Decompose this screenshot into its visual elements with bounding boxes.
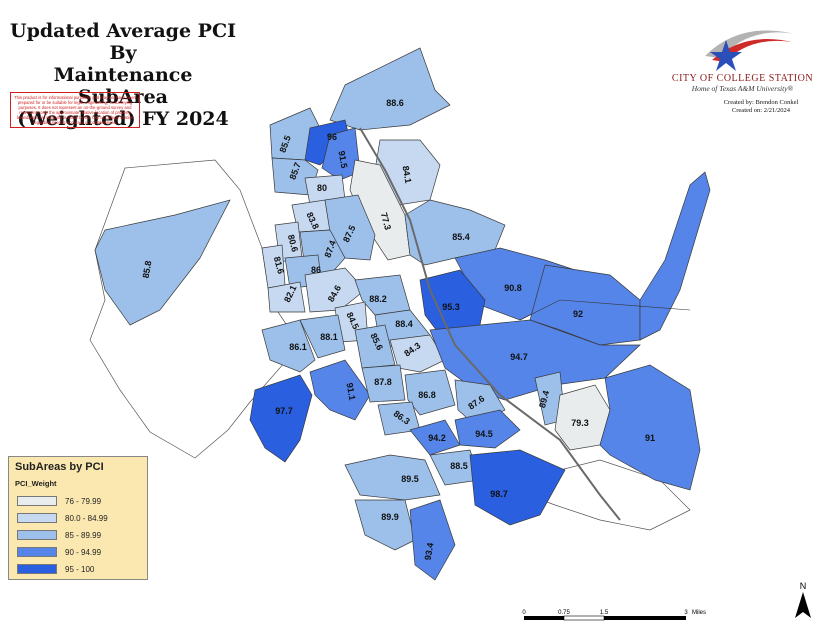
subarea-82-1: [267, 281, 306, 313]
subarea-84-3: [389, 334, 446, 373]
scale-tick-label: 1.5: [600, 610, 609, 616]
subarea-86-8: [404, 369, 456, 416]
legend-field-name: PCI_Weight: [15, 479, 57, 488]
subarea-91-5: [321, 127, 361, 181]
subarea-label: 80.6: [286, 233, 300, 253]
logo-city-name: CITY OF COLLEGE STATION: [671, 73, 814, 84]
legend-swatch: [17, 564, 57, 574]
subarea-93-4: [409, 499, 456, 581]
subarea-label: 88.2: [369, 294, 387, 304]
subarea-label: 96: [327, 132, 337, 142]
north-label: N: [800, 581, 807, 591]
subarea-89-5: [344, 454, 441, 501]
subarea-east-extension: [639, 171, 711, 341]
subarea-label: 86: [311, 265, 321, 275]
subarea-98-7: [469, 449, 566, 526]
legend-label: 85 - 89.99: [65, 530, 102, 540]
legend-swatch: [17, 496, 57, 506]
legend-title: SubAreas by PCI: [15, 461, 104, 473]
logo-text: CITY OF COLLEGE STATION Home of Texas A&…: [660, 73, 825, 93]
legend-label: 95 - 100: [65, 564, 95, 574]
subarea-91-1: [309, 359, 371, 421]
subarea-label: 92: [573, 309, 583, 319]
subarea-label: 91: [645, 433, 655, 443]
subarea-88-1: [299, 314, 346, 359]
subarea-label: 94.5: [475, 429, 493, 439]
scale-unit: Miles: [692, 610, 706, 616]
subarea-label: 84.1: [401, 165, 414, 184]
disclaimer-box: This product is for informational purpos…: [10, 92, 140, 128]
north-arrow-icon: N: [792, 580, 814, 625]
legend: SubAreas by PCI PCI_Weight 76 - 79.99 80…: [8, 456, 148, 580]
created-on: Created on: 2/21/2024: [731, 107, 791, 114]
legend-item: 95 - 100: [17, 563, 94, 575]
title-line: (Weighted) FY 2024: [17, 108, 229, 130]
subarea-88-6: [329, 47, 451, 131]
subarea-label: 80: [317, 183, 327, 193]
subarea-94-5: [454, 409, 521, 449]
subarea-label: 95.3: [442, 302, 460, 312]
star-swoosh-logo-icon: [700, 26, 800, 79]
subarea-label: 98.7: [490, 489, 508, 499]
scale-bar: 0 0.75 1.5 3 Miles: [520, 606, 720, 635]
subarea-label: 89.4: [537, 389, 551, 409]
subarea-91: [599, 364, 701, 491]
created-by: Created by: Brendon Conkel: [723, 99, 799, 106]
map-title: Updated Average PCI By Maintenance SubAr…: [8, 20, 238, 130]
subarea-label: 88.6: [386, 98, 404, 108]
subarea-86-1: [261, 319, 316, 373]
legend-item: 85 - 89.99: [17, 529, 101, 541]
legend-item: 90 - 94.99: [17, 546, 101, 558]
subarea-label: 93.4: [423, 542, 436, 561]
legend-label: 80.0 - 84.99: [65, 513, 108, 523]
subarea-87-8: [361, 364, 406, 403]
subarea-89-9: [354, 499, 416, 551]
subarea-label: 94.2: [428, 433, 446, 443]
subarea-label: 86.8: [418, 390, 436, 400]
legend-swatch: [17, 513, 57, 523]
subarea-label: 88.1: [320, 332, 338, 342]
subarea-label: 90.8: [504, 283, 522, 293]
legend-item: 80.0 - 84.99: [17, 512, 108, 524]
logo-subtitle: Home of Texas A&M University®: [691, 84, 794, 93]
subarea-97-7: [249, 374, 313, 463]
legend-swatch: [17, 530, 57, 540]
highway-corridor: [359, 127, 621, 521]
legend-label: 90 - 94.99: [65, 547, 102, 557]
scale-tick-label: 3: [684, 610, 688, 616]
subarea-label: 79.3: [571, 418, 589, 428]
subarea-label: 89.9: [381, 512, 399, 522]
subarea-label: 97.7: [275, 406, 293, 416]
title-line: Updated Average PCI By: [10, 20, 236, 64]
scale-tick-label: 0.75: [558, 610, 570, 616]
subarea-label: 85.4: [452, 232, 470, 242]
scale-tick-label: 0: [522, 610, 526, 616]
legend-swatch: [17, 547, 57, 557]
title-line: Maintenance SubArea: [53, 64, 193, 108]
legend-item: 76 - 79.99: [17, 495, 101, 507]
map-credits: Created by: Brendon Conkel Created on: 2…: [700, 99, 822, 115]
subarea-85-6: [354, 324, 396, 369]
subarea-label: 77.3: [379, 211, 393, 231]
east-boundary-line: [519, 299, 691, 321]
subarea-label: 91.1: [345, 382, 358, 401]
subarea-label: 89.5: [401, 474, 419, 484]
subarea-85-8: [94, 199, 231, 326]
subarea-label: 94.7: [510, 352, 528, 362]
subarea-label: 86.1: [289, 342, 307, 352]
subarea-label: 88.5: [450, 461, 468, 471]
subarea-84-6: [304, 267, 366, 313]
subarea-labels: 88.6 85.5 96 91.5 85.7 84.1 80 77.3 83.8…: [141, 98, 655, 561]
subarea-label: 81.6: [272, 255, 286, 275]
subarea-label: 91.5: [337, 150, 350, 169]
subarea-label: 87.8: [374, 377, 392, 387]
subarea-label: 88.4: [395, 319, 413, 329]
legend-label: 76 - 79.99: [65, 496, 102, 506]
subarea-label: 85.8: [141, 260, 154, 279]
